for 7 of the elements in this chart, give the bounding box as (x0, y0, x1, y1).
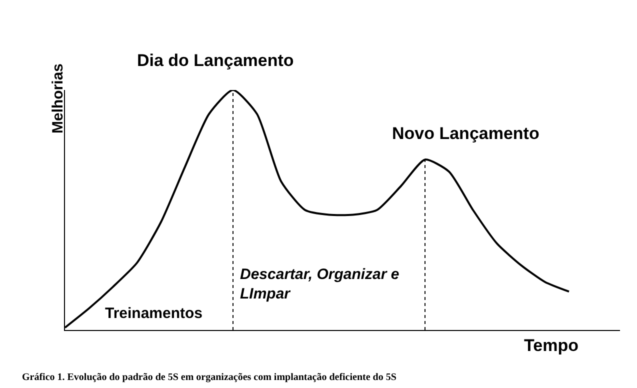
text: Dia do Lançamento (137, 51, 294, 70)
y-axis-title: Melhorias (50, 63, 66, 134)
annotation: Descartar, Organizar e LImpar (240, 266, 400, 302)
x-axis-title: Tempo (524, 336, 578, 355)
annotation: Novo Lançamento (392, 124, 540, 143)
annotation: Treinamentos (105, 305, 203, 322)
text: Gráfico 1. Evolução do padrão de 5S em organizações com implantação deficiente do 5S (22, 372, 397, 383)
